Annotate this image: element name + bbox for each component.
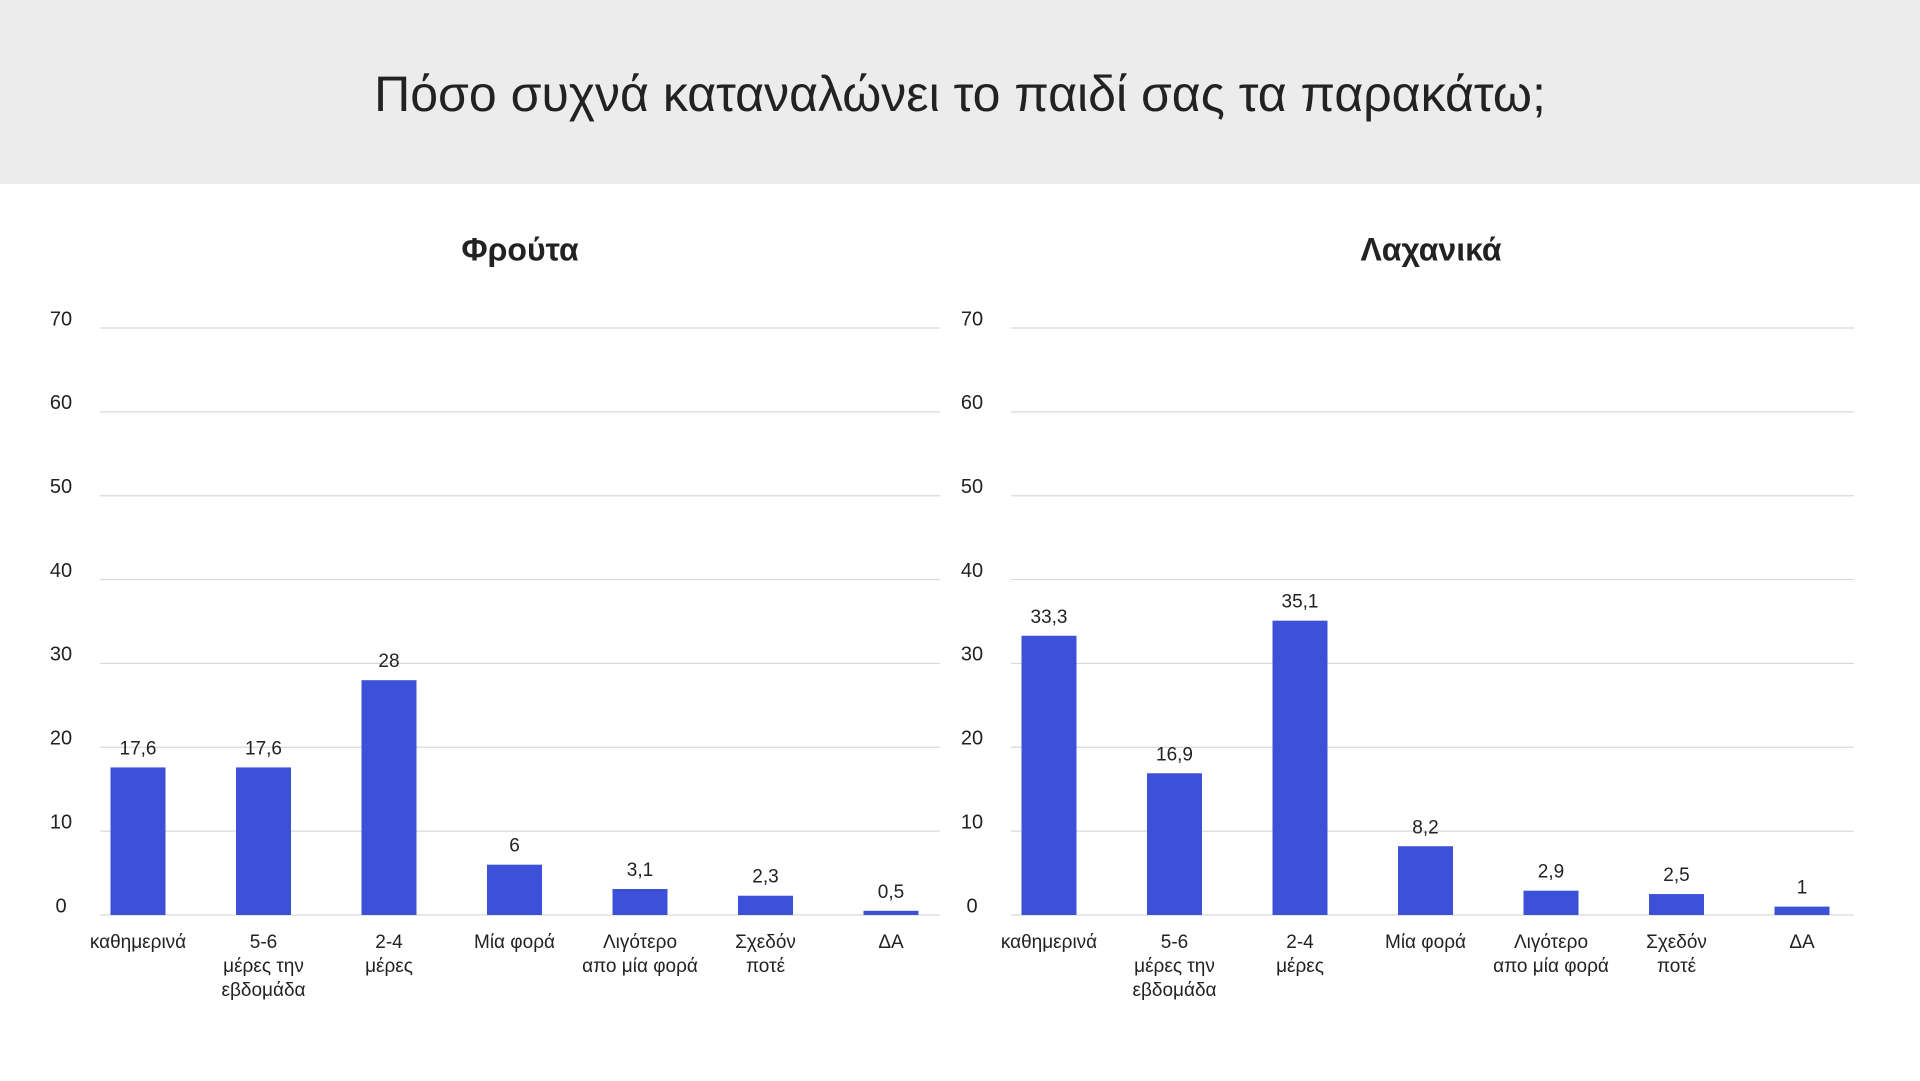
bar bbox=[863, 910, 919, 915]
x-tick-label: 2-4 μέρες bbox=[365, 932, 413, 977]
y-tick-label: 40 bbox=[961, 560, 983, 582]
x-tick-label: Σχεδόν ποτέ bbox=[735, 932, 796, 977]
bar bbox=[1021, 635, 1077, 915]
value-label: 17,6 bbox=[120, 738, 157, 759]
y-tick-label: 20 bbox=[961, 728, 983, 750]
x-tick-label: Λιγότερο απο μία φορά bbox=[582, 932, 698, 977]
value-label: 0,5 bbox=[878, 882, 904, 903]
chart-title: Λαχανικά bbox=[1360, 231, 1501, 267]
x-tick-label: ΔΑ bbox=[1789, 932, 1815, 953]
y-tick-label: 50 bbox=[50, 476, 72, 498]
bar bbox=[1272, 620, 1328, 915]
value-label: 16,9 bbox=[1156, 744, 1193, 765]
value-label: 17,6 bbox=[245, 738, 282, 759]
value-label: 1 bbox=[1797, 878, 1808, 899]
y-tick-label: 30 bbox=[961, 644, 983, 666]
x-tick-label: Μία φορά bbox=[474, 932, 555, 953]
bar bbox=[612, 889, 668, 915]
value-label: 2,3 bbox=[752, 867, 778, 888]
y-tick-label: 50 bbox=[961, 476, 983, 498]
y-tick-label: 10 bbox=[961, 811, 983, 833]
x-tick-label: ΔΑ bbox=[878, 932, 904, 953]
y-tick-label: 70 bbox=[961, 308, 983, 330]
x-tick-label: καθημερινά bbox=[90, 932, 186, 953]
y-tick-label: 20 bbox=[50, 728, 72, 750]
page-title: Πόσο συχνά καταναλώνει το παιδί σας τα π… bbox=[374, 66, 1546, 122]
y-tick-label: 60 bbox=[50, 392, 72, 414]
y-tick-label: 60 bbox=[961, 392, 983, 414]
value-label: 33,3 bbox=[1031, 607, 1068, 628]
bar bbox=[1147, 773, 1202, 915]
chart-title: Φρούτα bbox=[461, 231, 579, 267]
y-tick-label: 70 bbox=[50, 308, 72, 330]
bar bbox=[361, 680, 417, 915]
y-tick-label: 0 bbox=[966, 895, 977, 917]
x-tick-label: 5-6 μέρες την εβδομάδα bbox=[221, 932, 305, 1001]
y-tick-label: 0 bbox=[55, 895, 66, 917]
value-label: 8,2 bbox=[1412, 817, 1438, 838]
header-band bbox=[0, 0, 1920, 184]
x-tick-label: 2-4 μέρες bbox=[1276, 932, 1324, 977]
x-tick-label: Λιγότερο απο μία φορά bbox=[1493, 932, 1609, 977]
value-label: 2,5 bbox=[1663, 865, 1689, 886]
bar bbox=[738, 895, 793, 915]
value-label: 35,1 bbox=[1282, 592, 1319, 613]
y-tick-label: 30 bbox=[50, 644, 72, 666]
bar bbox=[110, 767, 166, 915]
bar bbox=[1398, 846, 1453, 915]
bar bbox=[1774, 906, 1830, 915]
x-tick-label: Σχεδόν ποτέ bbox=[1646, 932, 1707, 977]
y-tick-label: 40 bbox=[50, 560, 72, 582]
x-tick-label: καθημερινά bbox=[1001, 932, 1097, 953]
bar bbox=[1523, 890, 1579, 915]
value-label: 6 bbox=[509, 836, 520, 857]
bar bbox=[1649, 894, 1704, 915]
value-label: 2,9 bbox=[1538, 862, 1564, 883]
x-tick-label: Μία φορά bbox=[1385, 932, 1466, 953]
value-label: 3,1 bbox=[627, 860, 653, 881]
value-label: 28 bbox=[378, 651, 399, 672]
bar bbox=[236, 767, 291, 915]
bar bbox=[487, 864, 542, 915]
x-tick-label: 5-6 μέρες την εβδομάδα bbox=[1132, 932, 1216, 1001]
y-tick-label: 10 bbox=[50, 811, 72, 833]
